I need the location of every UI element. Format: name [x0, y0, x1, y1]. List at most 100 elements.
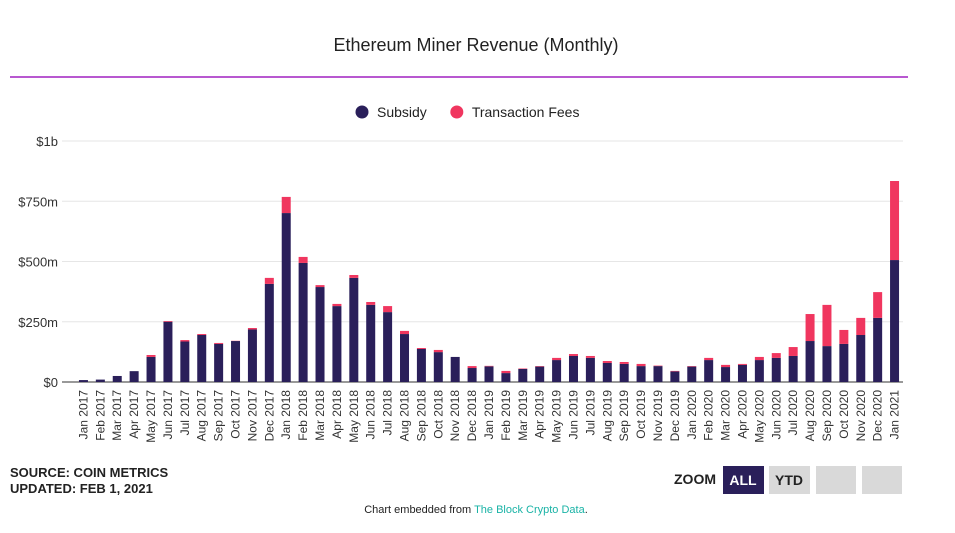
x-tick-label: Jun 2019 [566, 390, 580, 440]
x-tick-label: Feb 2020 [702, 390, 716, 441]
x-tick-label: Apr 2018 [330, 390, 344, 439]
bar-segment [771, 357, 781, 382]
x-tick-label: Nov 2018 [448, 390, 462, 442]
bar-segment [180, 340, 190, 342]
zoom-ytd[interactable]: YTD [775, 472, 803, 488]
zoom-all[interactable]: ALL [729, 472, 757, 488]
bar-segment [349, 274, 359, 278]
bar-segment [315, 285, 325, 288]
x-tick-label: Jan 2021 [888, 390, 902, 440]
bar-segment [247, 328, 257, 330]
x-tick-label: Dec 2017 [262, 390, 276, 442]
bar-segment [788, 355, 798, 382]
footer-text: Chart embedded from [364, 504, 471, 516]
x-tick-label: Sep 2020 [820, 390, 834, 442]
bar-segment [146, 355, 156, 357]
bar-segment [619, 363, 629, 382]
x-tick-label: Nov 2020 [854, 390, 868, 442]
bar-segment [332, 303, 342, 307]
footer-link[interactable]: The Block Crypto Data [474, 504, 586, 516]
bar-segment [856, 317, 866, 336]
bar-segment [180, 341, 190, 382]
bar-segment [501, 373, 511, 382]
y-tick-label: $500m [18, 255, 58, 270]
bar-segment [231, 341, 241, 382]
x-tick-label: Apr 2020 [735, 390, 749, 439]
bar-segment [281, 213, 291, 382]
bar-segment [349, 277, 359, 382]
x-tick-label: Jun 2017 [161, 390, 175, 440]
bar-segment [264, 277, 274, 284]
x-tick-label: Feb 2019 [499, 390, 513, 441]
bar-segment [805, 314, 815, 342]
bar-segment [856, 335, 866, 382]
x-tick-label: Aug 2017 [195, 390, 209, 442]
bar-segment [332, 306, 342, 382]
bar-segment [805, 341, 815, 382]
x-tick-label: Mar 2017 [110, 390, 124, 441]
zoom-button[interactable] [816, 466, 856, 494]
zoom-all-button[interactable] [723, 466, 764, 494]
bar-segment [670, 371, 680, 382]
bar-segment [298, 262, 308, 382]
footer-end: . [585, 504, 588, 516]
chart-title: Ethereum Miner Revenue (Monthly) [333, 35, 618, 55]
bar-segment [146, 356, 156, 382]
bar-segment [754, 356, 764, 361]
bar-segment [383, 312, 393, 382]
bar-segment [890, 181, 900, 261]
bar-segment [400, 334, 410, 382]
bar-segment [822, 304, 832, 347]
y-tick-label: $0 [44, 375, 58, 390]
x-tick-label: Jan 2020 [685, 390, 699, 440]
bar-segment [754, 360, 764, 382]
bar-segment [433, 349, 443, 353]
bar-segment [247, 329, 257, 382]
bar-segment [298, 256, 308, 263]
bar-segment [568, 355, 578, 382]
x-tick-label: Jul 2017 [178, 390, 192, 436]
bar-segment [619, 361, 629, 364]
source: SOURCE: COIN METRICS [10, 465, 169, 480]
bar-segment [737, 363, 747, 365]
bar-segment [636, 366, 646, 382]
bar-segment [95, 379, 105, 382]
bar-segment [467, 366, 477, 369]
bar-segment [737, 364, 747, 382]
x-tick-label: Oct 2020 [837, 390, 851, 439]
x-tick-label: Jan 2018 [279, 390, 293, 440]
bar-segment [873, 292, 883, 318]
x-tick-label: Sep 2019 [617, 390, 631, 442]
bar-segment [163, 321, 173, 322]
bar-segment [400, 330, 410, 335]
bar-segment [602, 361, 612, 363]
bar-segment [214, 343, 224, 382]
zoom-ytd-button[interactable] [769, 466, 810, 494]
x-tick-label: Jan 2017 [76, 390, 90, 440]
bar-segment [839, 329, 849, 344]
bar-segment [214, 342, 224, 344]
x-tick-label: Sep 2018 [414, 390, 428, 442]
x-tick-label: Apr 2019 [533, 390, 547, 439]
x-tick-label: Jan 2019 [482, 390, 496, 440]
bar-segment [315, 287, 325, 382]
bar-segment [704, 357, 714, 361]
x-tick-label: Jul 2019 [583, 390, 597, 436]
x-tick-label: Dec 2018 [465, 390, 479, 442]
bar-segment [518, 368, 528, 382]
y-tick-label: $1b [36, 134, 58, 149]
x-tick-label: Feb 2018 [296, 390, 310, 441]
bar-segment [721, 364, 731, 368]
x-tick-label: Jul 2018 [381, 390, 395, 436]
x-tick-label: Dec 2019 [668, 390, 682, 442]
zoom-button[interactable] [862, 466, 902, 494]
bar-segment [281, 196, 291, 214]
bar-segment [552, 360, 562, 382]
legend-label: Transaction Fees [472, 104, 580, 120]
zoom-label: ZOOM [674, 471, 716, 487]
x-tick-label: Mar 2019 [516, 390, 530, 441]
bar-segment [366, 301, 376, 305]
bar-segment [484, 366, 494, 382]
